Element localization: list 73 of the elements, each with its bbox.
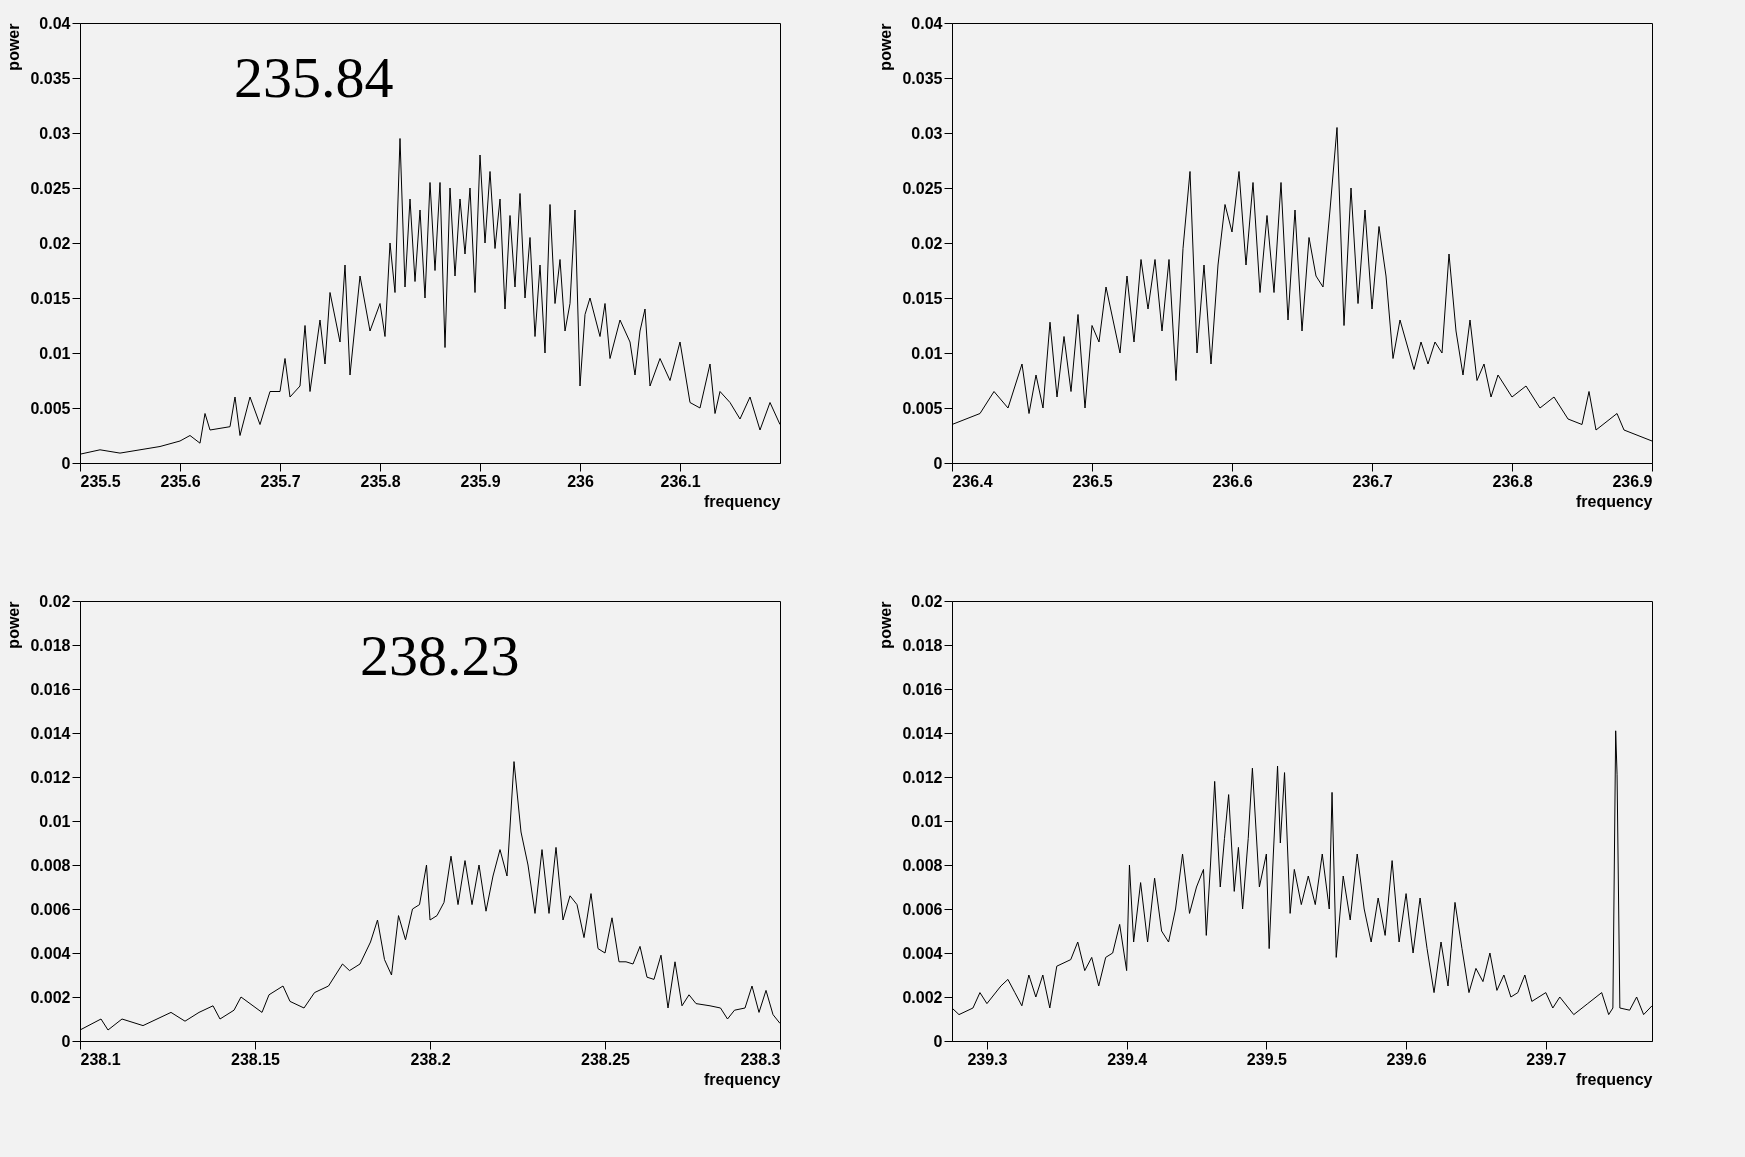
y-tick-label: 0.02: [911, 234, 943, 252]
x-tick-label: 235.7: [260, 472, 301, 490]
y-tick-label: 0.005: [30, 399, 71, 417]
x-tick-label: 236.9: [1612, 472, 1653, 490]
y-tick-label: 0: [61, 454, 71, 472]
x-tick-label: 235.9: [460, 472, 501, 490]
y-tick-label: 0.008: [30, 856, 71, 874]
y-tick-label: 0.02: [911, 592, 943, 610]
y-tick-label: 0.02: [39, 592, 71, 610]
x-axis-title: frequency: [1576, 492, 1653, 510]
x-tick-label: 235.8: [360, 472, 401, 490]
y-tick-label: 0.01: [39, 344, 71, 362]
y-tick-label: 0.025: [30, 179, 71, 197]
y-tick-label: 0.006: [902, 900, 943, 918]
y-tick-label: 0.04: [39, 14, 71, 32]
x-tick-label: 238.15: [231, 1050, 281, 1068]
y-tick-label: 0.01: [39, 812, 71, 830]
y-tick-label: 0.016: [902, 680, 943, 698]
y-tick-label: 0.035: [902, 69, 943, 87]
x-tick-label: 236.7: [1352, 472, 1393, 490]
x-tick-label: 239.4: [1107, 1050, 1148, 1068]
y-tick-label: 0.004: [902, 944, 943, 962]
y-tick-label: 0.008: [902, 856, 943, 874]
x-tick-label: 238.2: [410, 1050, 451, 1068]
y-tick-label: 0.002: [30, 988, 71, 1006]
y-tick-label: 0.005: [902, 399, 943, 417]
x-tick-label: 239.5: [1246, 1050, 1287, 1068]
x-axis-title: frequency: [704, 1070, 781, 1088]
y-tick-label: 0.035: [30, 69, 71, 87]
y-axis-title: power: [877, 601, 895, 649]
y-tick-label: 0.012: [902, 768, 943, 786]
y-axis-title: power: [877, 23, 895, 71]
y-tick-label: 0.018: [902, 636, 943, 654]
x-tick-label: 236.5: [1072, 472, 1113, 490]
x-tick-label: 236.4: [952, 472, 993, 490]
y-tick-label: 0.03: [39, 124, 71, 142]
y-tick-label: 0: [61, 1032, 71, 1050]
y-axis-title: power: [5, 23, 23, 71]
y-tick-label: 0.01: [911, 344, 943, 362]
y-axis-title: power: [5, 601, 23, 649]
y-tick-label: 0.02: [39, 234, 71, 252]
y-tick-label: 0.016: [30, 680, 71, 698]
x-tick-label: 239.3: [967, 1050, 1008, 1068]
y-tick-label: 0.04: [911, 14, 943, 32]
x-tick-label: 239.7: [1526, 1050, 1567, 1068]
y-tick-label: 0.004: [30, 944, 71, 962]
y-tick-label: 0.015: [30, 289, 71, 307]
y-tick-label: 0: [933, 454, 943, 472]
x-tick-label: 236: [567, 472, 594, 490]
x-tick-label: 239.6: [1386, 1050, 1427, 1068]
x-tick-label: 236.8: [1492, 472, 1533, 490]
y-tick-label: 0.015: [902, 289, 943, 307]
x-axis-title: frequency: [1576, 1070, 1653, 1088]
x-tick-label: 235.5: [80, 472, 121, 490]
y-tick-label: 0.03: [911, 124, 943, 142]
x-tick-label: 238.1: [80, 1050, 121, 1068]
y-tick-label: 0.014: [30, 724, 71, 742]
x-tick-label: 238.3: [740, 1050, 781, 1068]
y-tick-label: 0.012: [30, 768, 71, 786]
y-tick-label: 0.01: [911, 812, 943, 830]
y-tick-label: 0.018: [30, 636, 71, 654]
y-tick-label: 0: [933, 1032, 943, 1050]
x-tick-label: 236.6: [1212, 472, 1253, 490]
annotation: 235.84: [234, 45, 394, 111]
x-tick-label: 238.25: [581, 1050, 631, 1068]
x-tick-label: 236.1: [660, 472, 701, 490]
y-tick-label: 0.014: [902, 724, 943, 742]
y-tick-label: 0.002: [902, 988, 943, 1006]
x-axis-title: frequency: [704, 492, 781, 510]
annotation: 238.23: [360, 623, 520, 689]
x-tick-label: 235.6: [160, 472, 201, 490]
y-tick-label: 0.006: [30, 900, 71, 918]
y-tick-label: 0.025: [902, 179, 943, 197]
